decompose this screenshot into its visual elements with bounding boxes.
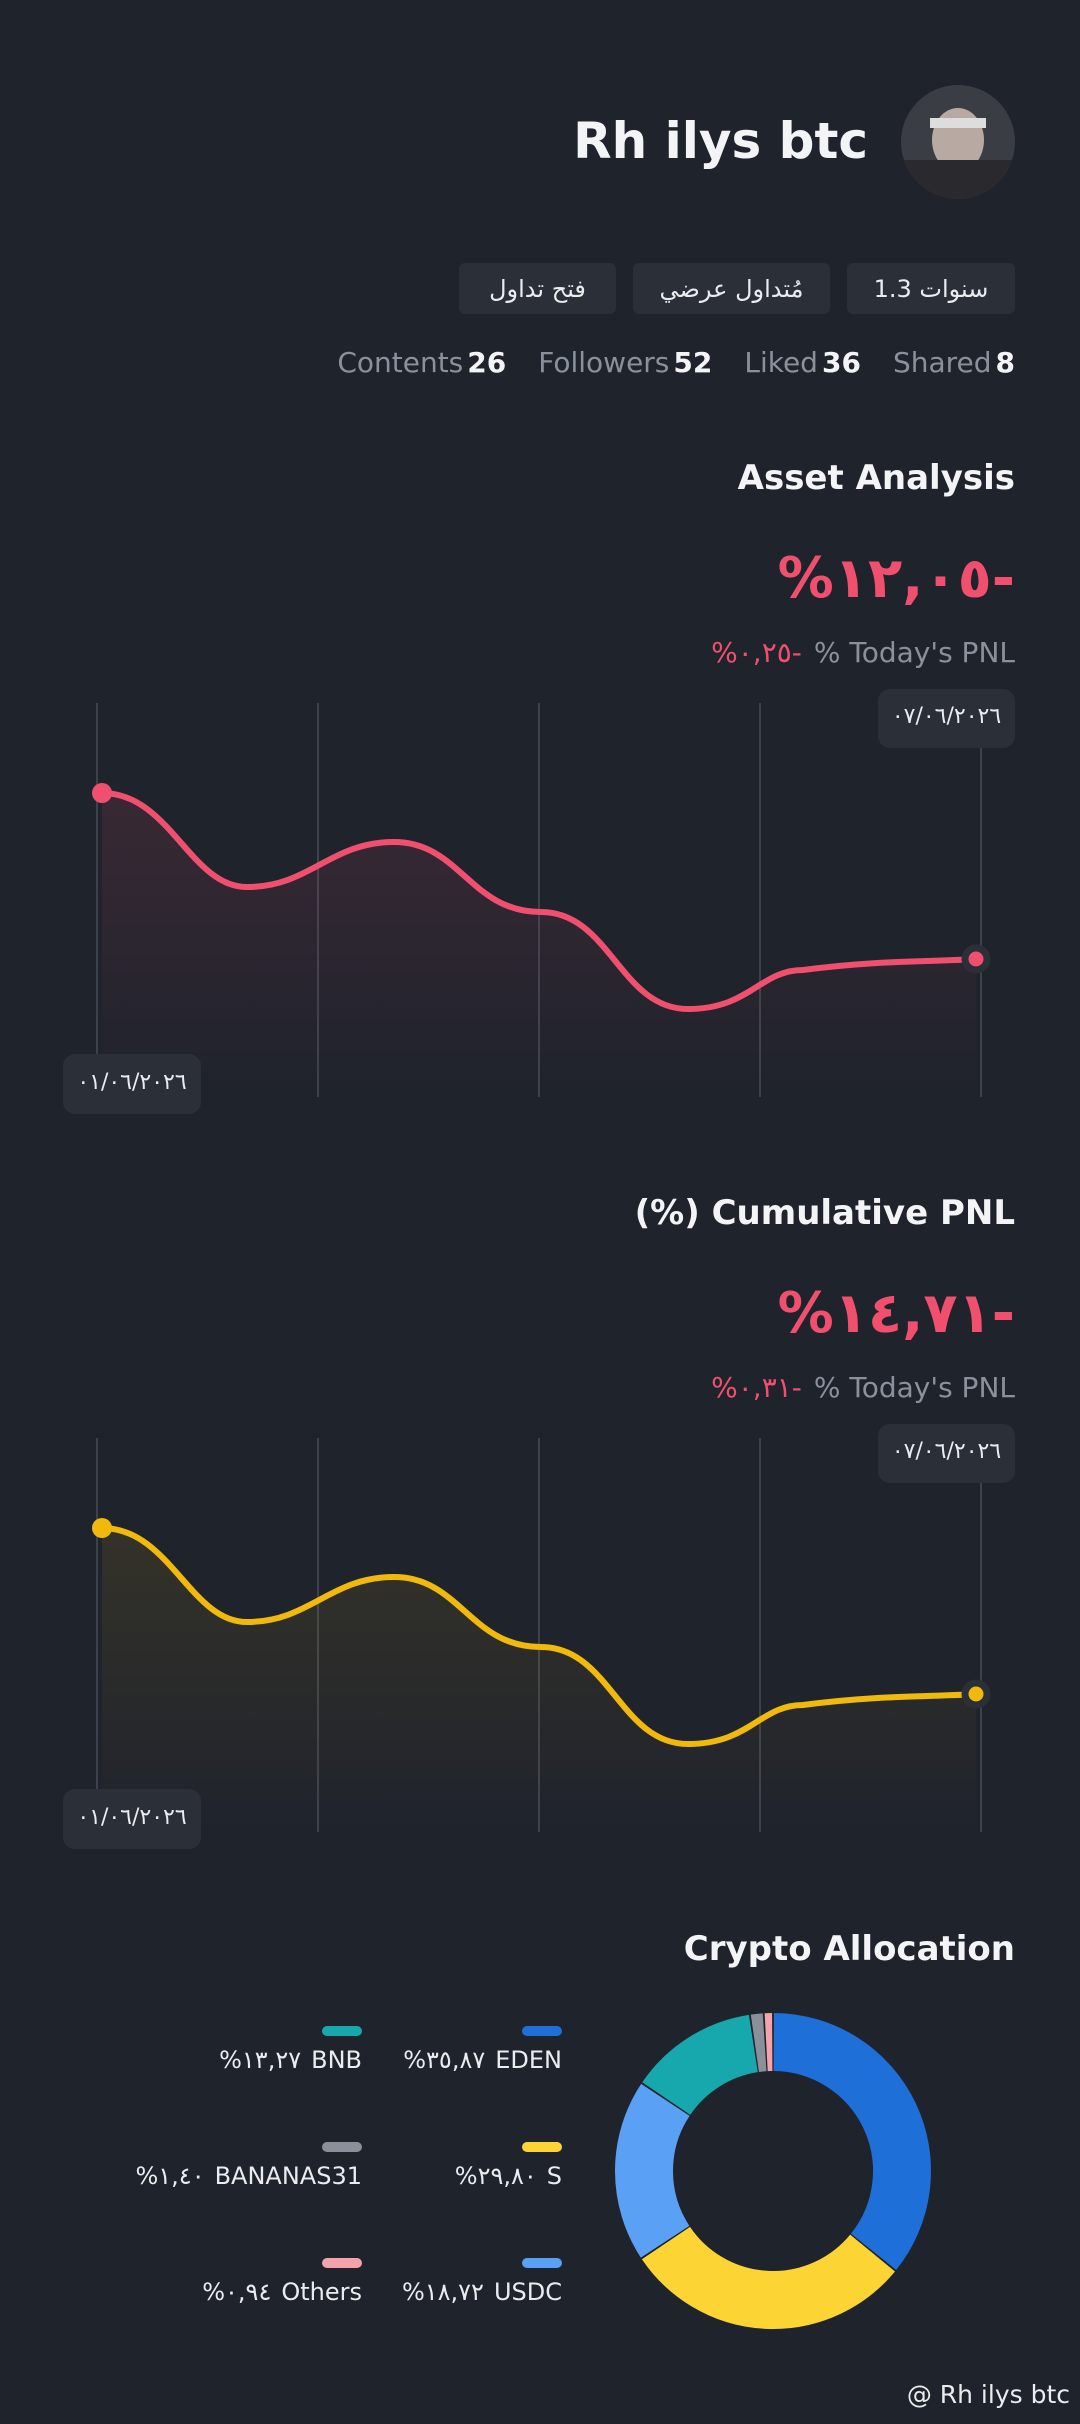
date: ٠١/٠٦/٢٠٢٦ — [77, 1805, 187, 1830]
avatar — [901, 85, 1015, 199]
tooltip — [878, 689, 1015, 748]
stat-label: Followers — [538, 346, 670, 379]
stat: Liked 36 — [744, 346, 861, 379]
stat-label: Contents — [337, 346, 464, 379]
stats: Contents 26 Followers 52 Liked 36 Shared 8 — [337, 346, 1015, 379]
area — [102, 1528, 976, 1832]
watermark: @ Rh ilys btc — [906, 2380, 1070, 2409]
legend-swatch — [522, 2142, 562, 2152]
area — [102, 793, 976, 1097]
donut — [615, 2013, 931, 2329]
legend-value: %٣٥,٨٧ — [403, 2046, 486, 2074]
section-title: (%) Cumulative PNL — [634, 1193, 1015, 1233]
stat: Followers 52 — [538, 346, 712, 379]
legend-name: EDEN — [495, 2046, 562, 2074]
today-pnl: %٠,٣١- % Today's PNL — [711, 1371, 1015, 1404]
tooltip — [878, 1424, 1015, 1483]
legend-item: %١,٤٠ BANANAS31 — [135, 2162, 362, 2190]
donut-segment — [750, 2013, 767, 2073]
asset-chart — [63, 689, 1015, 1114]
stat: Shared 8 — [893, 346, 1015, 379]
today-pnl: %٠,٢٥- % Today's PNL — [711, 636, 1015, 669]
section-title: Crypto Allocation — [683, 1929, 1015, 1969]
legend-item: %٢٩,٨٠ S — [455, 2162, 562, 2190]
legend-item: %١٣,٢٧ BNB — [219, 2046, 362, 2074]
legend-swatch — [522, 2258, 562, 2268]
date: ٠٧/٠٦/٢٠٢٦ — [891, 1439, 1002, 1464]
pnl-value: %١٢,٠٥- — [777, 546, 1015, 611]
badge: مُتداول عرضي — [633, 263, 830, 314]
badge: 1.3 سنوات — [847, 263, 1015, 314]
legend-name: BNB — [311, 2046, 362, 2074]
donut-segment — [615, 2083, 691, 2258]
legend-value: %١٨,٧٢ — [401, 2278, 484, 2306]
stat-value: 36 — [821, 346, 861, 379]
today-label: % Today's PNL — [813, 636, 1015, 669]
legend-item: %٣٥,٨٧ EDEN — [403, 2046, 562, 2074]
date: ٠١/٠٦/٢٠٢٦ — [77, 1070, 187, 1095]
stat-value: 26 — [467, 346, 507, 379]
stat-label: Shared — [892, 346, 992, 379]
line — [101, 790, 977, 1013]
legend-swatch — [322, 2026, 362, 2036]
legend-value: %٢٩,٨٠ — [454, 2162, 537, 2190]
line — [101, 1525, 977, 1748]
legend-item: %١٨,٧٢ USDC — [402, 2278, 562, 2306]
legend-value: %٠,٩٤ — [202, 2278, 272, 2306]
legend-swatch — [322, 2142, 362, 2152]
today-label: % Today's PNL — [813, 1371, 1015, 1404]
stat-label: Liked — [744, 346, 818, 379]
start-dot — [92, 783, 112, 803]
stat: Contents 26 — [337, 346, 506, 379]
donut-segment — [772, 2013, 931, 2270]
tooltip — [63, 1054, 201, 1114]
donut-segment — [641, 2226, 895, 2329]
legend-value: %١,٤٠ — [135, 2162, 205, 2190]
today-value: %٠,٢٥- — [711, 636, 802, 669]
legend-name: Others — [281, 2278, 362, 2306]
donut-segment — [642, 2014, 759, 2116]
legend-name: S — [546, 2162, 562, 2190]
pnl-value: %١٤,٧١- — [777, 1281, 1015, 1346]
profile-name: Rh ilys btc — [573, 112, 868, 170]
legend-swatch — [522, 2026, 562, 2036]
end-dot — [961, 944, 991, 974]
end-dot — [961, 1679, 991, 1709]
cumulative-chart — [63, 1424, 1015, 1849]
legend-swatch — [322, 2258, 362, 2268]
date: ٠٧/٠٦/٢٠٢٦ — [891, 704, 1002, 729]
today-value: %٠,٣١- — [711, 1371, 802, 1404]
legend-item: %٠,٩٤ Others — [202, 2278, 362, 2306]
start-dot — [92, 1518, 112, 1538]
stat-value: 52 — [673, 346, 713, 379]
stat-value: 8 — [995, 346, 1015, 379]
legend-name: USDC — [493, 2278, 562, 2306]
legend-value: %١٣,٢٧ — [219, 2046, 302, 2074]
tooltip — [63, 1789, 201, 1849]
badge: فتح تداول — [459, 263, 616, 314]
legend-name: BANANAS31 — [214, 2162, 362, 2190]
section-title: Asset Analysis — [737, 458, 1015, 498]
